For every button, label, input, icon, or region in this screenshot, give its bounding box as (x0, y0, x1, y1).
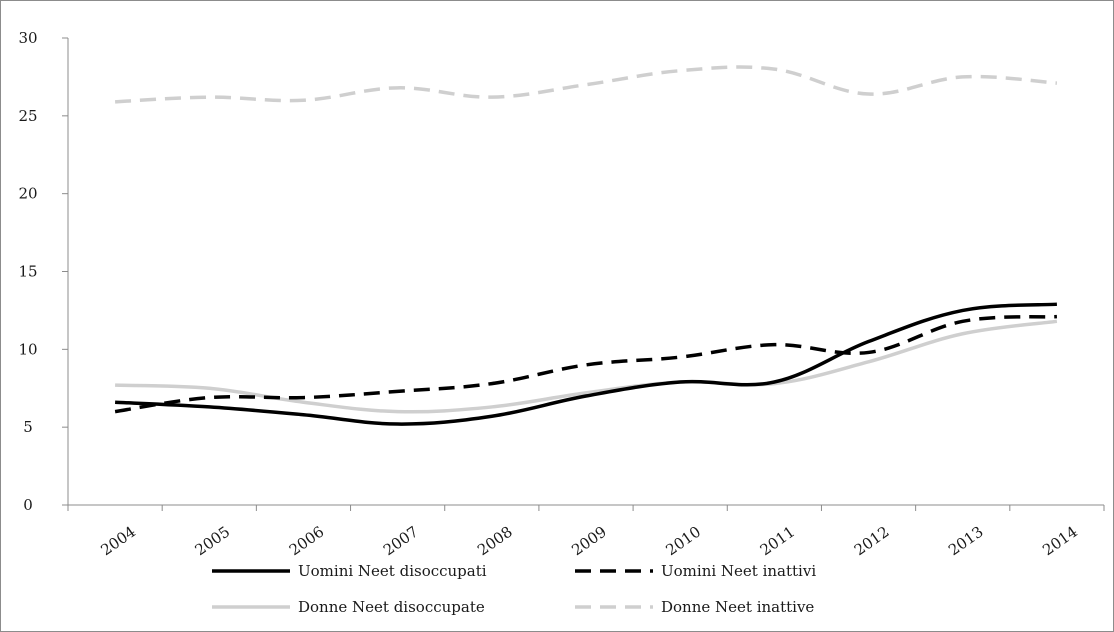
y-tick-label: 10 (18, 340, 37, 358)
series-line-donne-neet-inattive (115, 65, 1058, 104)
x-tick-label: 2009 (568, 523, 610, 560)
y-tick-label: 20 (18, 185, 37, 203)
legend-item-uomini-neet-disoccupati: Uomini Neet disoccupati (212, 562, 487, 580)
legend-label: Uomini Neet inattivi (661, 562, 816, 580)
legend: Uomini Neet disoccupati Uomini Neet inatt… (212, 562, 816, 616)
series-line-uomini-neet-disoccupati (115, 302, 1058, 426)
x-tick-label: 2005 (192, 523, 234, 560)
x-tick-label: 2008 (474, 523, 516, 560)
x-tick-label: 2011 (757, 523, 799, 560)
y-tick-label: 0 (23, 496, 33, 514)
series-layer (114, 65, 1058, 426)
axes: 0 5 10 15 20 25 30 2004 2005 2006 2007 2008 2009 2010… (18, 29, 1105, 560)
x-tick-label: 2010 (663, 523, 705, 560)
y-tick-label: 5 (23, 418, 33, 436)
series-line-uomini-neet-inattivi (114, 314, 1057, 414)
y-tick-label: 30 (18, 29, 37, 47)
legend-item-donne-neet-inattive: Donne Neet inattive (575, 598, 814, 616)
legend-label: Uomini Neet disoccupati (298, 562, 487, 580)
y-tick-label: 15 (18, 263, 37, 281)
series-line-donne-neet-disoccupate (115, 319, 1058, 414)
x-tick-label: 2013 (945, 523, 987, 560)
legend-label: Donne Neet inattive (661, 598, 814, 616)
x-tick-label: 2014 (1039, 523, 1081, 560)
x-tick-label: 2007 (380, 523, 422, 560)
y-tick-label: 25 (18, 107, 37, 125)
legend-item-donne-neet-disoccupate: Donne Neet disoccupate (212, 598, 485, 616)
x-tick-label: 2006 (286, 523, 328, 560)
legend-label: Donne Neet disoccupate (298, 598, 485, 616)
legend-item-uomini-neet-inattivi: Uomini Neet inattivi (575, 562, 816, 580)
x-tick-label: 2004 (97, 523, 139, 560)
x-tick-label: 2012 (851, 523, 893, 560)
